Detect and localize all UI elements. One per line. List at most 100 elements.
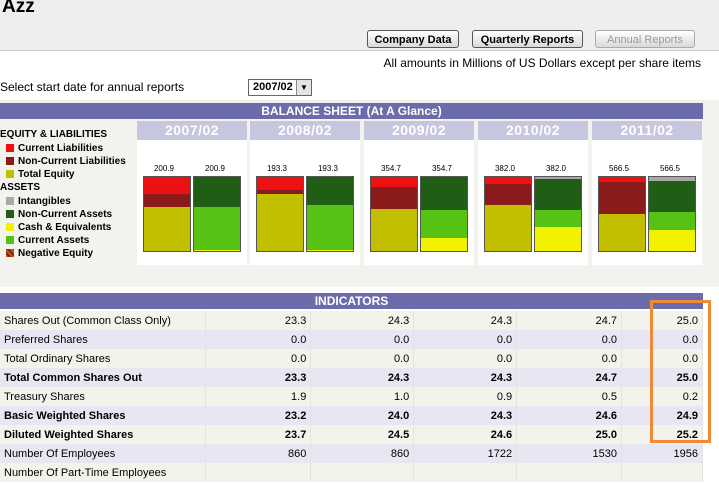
indicator-value: 24.0 xyxy=(310,406,415,425)
bar-segment-cash xyxy=(535,227,581,251)
indicator-label: Basic Weighted Shares xyxy=(0,406,207,425)
bar-segment-current-liabilities xyxy=(257,177,303,191)
assets-total-label: 200.9 xyxy=(204,164,226,173)
legend-label: Non-Current Liabilities xyxy=(18,156,126,167)
indicator-value: 25.0 xyxy=(621,368,703,387)
bar-segment-total-equity xyxy=(371,208,417,251)
legend-swatch xyxy=(6,197,14,205)
bar-segment-intangibles xyxy=(649,177,695,181)
bar-segment-current-liabilities xyxy=(485,177,531,184)
indicator-value: 24.3 xyxy=(413,368,518,387)
assets-bar xyxy=(534,176,582,252)
liabilities-equity-bar xyxy=(370,176,418,252)
bar-segment-non-current-assets xyxy=(649,180,695,212)
legend-label: Current Assets xyxy=(18,235,90,246)
assets-total-label: 193.3 xyxy=(317,164,339,173)
indicator-value: 1.9 xyxy=(205,387,312,406)
bar-segment-non-current-liabilities xyxy=(371,186,417,209)
indicator-label: Treasury Shares xyxy=(0,387,207,406)
legend-swatch xyxy=(6,223,14,231)
year-header: 2008/02 xyxy=(250,121,360,140)
indicator-label: Total Common Shares Out xyxy=(0,368,207,387)
indicator-value: 25.0 xyxy=(516,425,623,444)
indicator-value: 0.9 xyxy=(413,387,518,406)
legend-item: Current Liabilities xyxy=(0,142,132,155)
indicator-label: Diluted Weighted Shares xyxy=(0,425,207,444)
liabilities-total-label: 566.5 xyxy=(608,164,630,173)
indicator-value: 23.7 xyxy=(205,425,312,444)
indicator-value: 1722 xyxy=(413,444,518,463)
page-title: Azz xyxy=(2,0,35,17)
bar-segment-current-assets xyxy=(649,211,695,231)
legend-item: Intangibles xyxy=(0,195,132,208)
bar-segment-non-current-assets xyxy=(421,177,467,211)
liabilities-total-label: 193.3 xyxy=(266,164,288,173)
assets-bar xyxy=(306,176,354,252)
table-row: Total Common Shares Out 23.3 24.3 24.3 24.7 2… xyxy=(0,368,703,387)
balance-sheet-legend: EQUITY & LIABILITIES Current Liabilities… xyxy=(0,128,132,260)
indicator-value: 860 xyxy=(310,444,415,463)
legend-item: Negative Equity xyxy=(0,247,132,260)
bar-segment-current-assets xyxy=(194,206,240,250)
indicators-header: INDICATORS xyxy=(0,293,703,309)
bar-segment-cash xyxy=(194,249,240,251)
indicator-value: 0.0 xyxy=(516,349,623,368)
liabilities-total-label: 354.7 xyxy=(380,164,402,173)
company-data-button[interactable]: Company Data xyxy=(367,30,459,48)
legend-label: Negative Equity xyxy=(18,248,94,259)
legend-swatch xyxy=(6,157,14,165)
bar-segment-intangibles xyxy=(535,177,581,180)
indicator-value: 0.5 xyxy=(516,387,623,406)
legend-label: Non-Current Assets xyxy=(18,209,113,220)
legend-label: Intangibles xyxy=(18,196,71,207)
indicator-value: 23.2 xyxy=(205,406,312,425)
indicator-value: 24.3 xyxy=(413,311,518,330)
indicator-value: 0.0 xyxy=(205,330,312,349)
year-chart-panel: 566.5 566.5 xyxy=(592,140,702,265)
indicator-value: 24.6 xyxy=(413,425,518,444)
year-chart-panel: 354.7 354.7 xyxy=(364,140,474,265)
bar-segment-total-equity xyxy=(485,205,531,251)
start-date-select[interactable]: 2007/02 ▼ xyxy=(248,79,312,96)
indicator-value: 25.2 xyxy=(621,425,703,444)
year-header: 2011/02 xyxy=(592,121,702,140)
legend-label: Cash & Equivalents xyxy=(18,222,112,233)
table-row: Number Of Part-Time Employees xyxy=(0,463,703,482)
legend-label: Current Liabilities xyxy=(18,143,104,154)
liabilities-equity-bar xyxy=(484,176,532,252)
legend-item: Non-Current Assets xyxy=(0,208,132,221)
indicator-value: 0.0 xyxy=(205,349,312,368)
bar-segment-total-equity xyxy=(144,207,190,251)
indicator-value: 23.3 xyxy=(205,368,312,387)
bar-segment-current-liabilities xyxy=(371,177,417,187)
indicator-value: 1530 xyxy=(516,444,623,463)
bar-segment-cash xyxy=(307,249,353,251)
liabilities-equity-bar xyxy=(598,176,646,252)
liabilities-equity-bar xyxy=(143,176,191,252)
indicator-value: 24.5 xyxy=(310,425,415,444)
indicator-value: 24.7 xyxy=(516,368,623,387)
indicator-label: Total Ordinary Shares xyxy=(0,349,207,368)
year-chart-panel: 200.9 200.9 xyxy=(137,140,247,265)
table-row: Total Ordinary Shares 0.0 0.0 0.0 0.0 0.0 xyxy=(0,349,703,368)
bar-segment-current-liabilities xyxy=(599,177,645,183)
indicator-value: 0.0 xyxy=(310,330,415,349)
year-header: 2010/02 xyxy=(478,121,588,140)
year-chart-panel: 193.3 193.3 xyxy=(250,140,360,265)
assets-bar xyxy=(420,176,468,252)
indicator-label: Preferred Shares xyxy=(0,330,207,349)
annual-reports-button: Annual Reports xyxy=(595,30,695,48)
indicator-value: 24.3 xyxy=(413,406,518,425)
liabilities-equity-bar xyxy=(256,176,304,252)
assets-total-label: 382.0 xyxy=(545,164,567,173)
bar-segment-non-current-liabilities xyxy=(257,190,303,194)
table-row: Basic Weighted Shares 23.2 24.0 24.3 24.6 24.… xyxy=(0,406,703,425)
assets-total-label: 354.7 xyxy=(431,164,453,173)
indicator-value: 1.0 xyxy=(310,387,415,406)
bar-segment-total-equity xyxy=(599,213,645,251)
quarterly-reports-button[interactable]: Quarterly Reports xyxy=(472,30,583,48)
chevron-down-icon[interactable]: ▼ xyxy=(296,80,311,95)
legend-equity-list: Current Liabilities Non-Current Liabiliti… xyxy=(0,142,132,181)
bar-segment-current-assets xyxy=(307,205,353,250)
bar-segment-total-equity xyxy=(257,194,303,251)
